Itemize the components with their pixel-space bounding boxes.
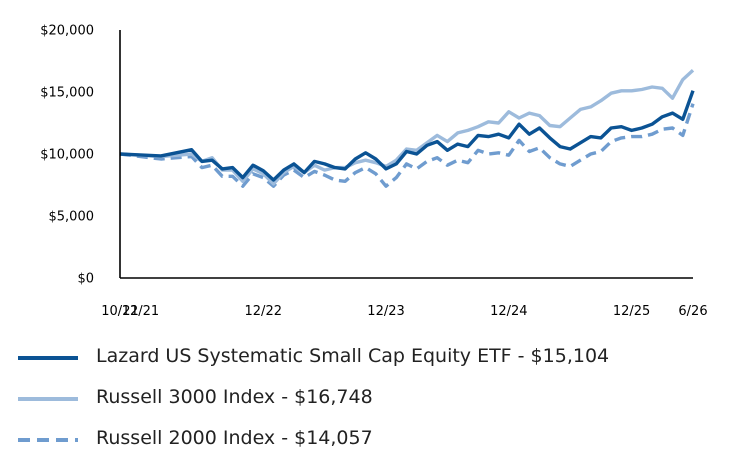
y-tick-label: $10,000 <box>40 148 94 163</box>
legend-swatch-etf <box>18 356 78 360</box>
x-tick-label: 6/26 <box>678 304 707 319</box>
x-tick-label: 10/21 <box>101 304 138 319</box>
legend-label-etf: Lazard US Systematic Small Cap Equity ET… <box>96 345 610 367</box>
chart-svg: $0 $5,000 $10,000 $15,000 $20,000 10/2112/21… <box>40 24 707 320</box>
x-tick-label: 12/23 <box>367 304 404 319</box>
y-tick-label: $20,000 <box>40 24 94 39</box>
series-line-russell-2000 <box>119 103 695 188</box>
x-tick-label: 12/24 <box>490 304 527 319</box>
legend-swatch-russell-2000 <box>18 438 78 442</box>
x-tick-label: 12/22 <box>245 304 282 319</box>
legend-item-russell-2000: Russell 2000 Index - $14,057 <box>18 420 718 460</box>
y-tick-label: $15,000 <box>40 86 94 101</box>
x-tick-label: 12/21 <box>122 304 159 319</box>
y-tick-label: $5,000 <box>49 210 95 225</box>
series-line-russell-3000 <box>119 69 695 186</box>
y-axis-ticks: $0 $5,000 $10,000 $15,000 $20,000 <box>40 24 94 287</box>
x-tick-label: 12/25 <box>613 304 650 319</box>
legend-swatch-russell-3000 <box>18 397 78 401</box>
series-lines <box>119 69 695 188</box>
legend-label-russell-3000: Russell 3000 Index - $16,748 <box>96 386 373 408</box>
series-line-etf <box>119 90 695 182</box>
legend-label-russell-2000: Russell 2000 Index - $14,057 <box>96 427 373 449</box>
legend-item-etf: Lazard US Systematic Small Cap Equity ET… <box>18 338 718 378</box>
y-tick-label: $0 <box>77 272 94 287</box>
legend-item-russell-3000: Russell 3000 Index - $16,748 <box>18 379 718 419</box>
